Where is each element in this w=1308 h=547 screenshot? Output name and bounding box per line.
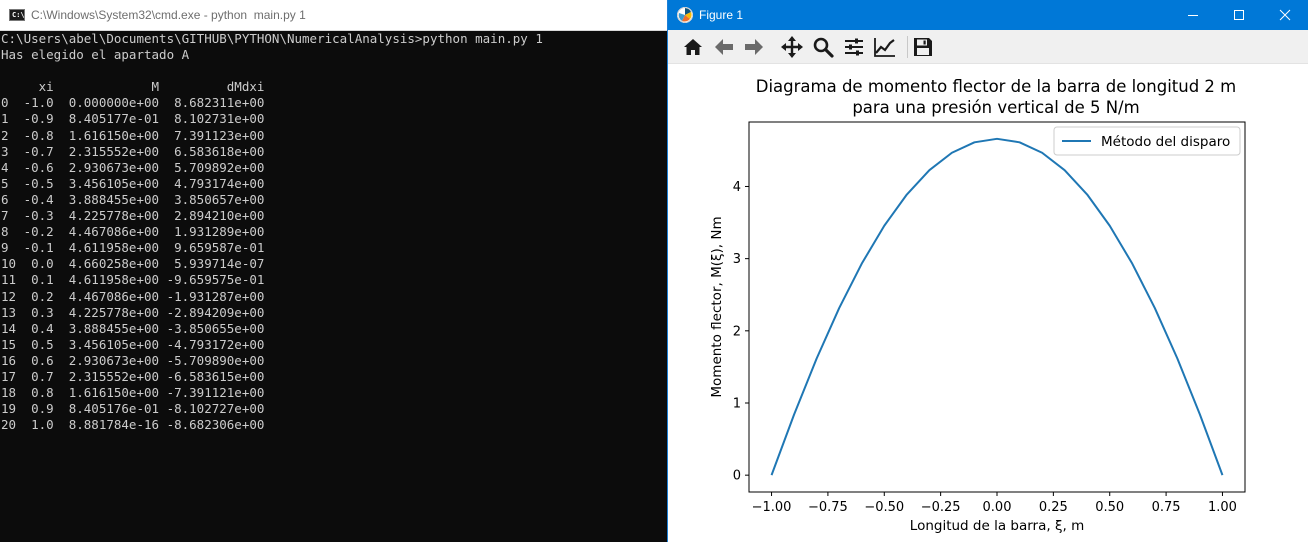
figure-title: Figure 1 [699,8,744,22]
y-tick-label: 0 [733,469,741,484]
console-table-row: 2 -0.8 1.616150e+00 7.391123e+00 [1,127,265,143]
x-tick-label: 0.25 [1039,500,1068,515]
console-line: Has elegido el apartado A [1,47,190,63]
maximize-icon [1234,10,1244,20]
cmd-window[interactable]: C:\ C:\Windows\System32\cmd.exe - python… [0,0,667,542]
forward-icon [745,39,763,55]
console-table-row: 3 -0.7 2.315552e+00 6.583618e+00 [1,143,265,159]
console-table-row: 8 -0.2 4.467086e+00 1.931289e+00 [1,224,265,240]
console-table-row: 20 1.0 8.881784e-16 -8.682306e+00 [1,417,265,433]
console-table-row: 5 -0.5 3.456105e+00 4.793174e+00 [1,175,265,191]
y-tick-label: 2 [733,324,741,339]
console-table-row: 13 0.3 4.225778e+00 -2.894209e+00 [1,304,265,320]
console-table-row: 9 -0.1 4.611958e+00 9.659587e-01 [1,240,265,256]
console-table-row: 11 0.1 4.611958e+00 -9.659575e-01 [1,272,265,288]
console-table-row: 4 -0.6 2.930673e+00 5.709892e+00 [1,159,265,175]
console-command-line: C:\Users\abel\Documents\GITHUB\PYTHON\Nu… [1,31,543,46]
legend-box [1053,126,1241,156]
x-tick-label: 0.50 [1095,500,1124,515]
configure-subplots-button[interactable] [841,34,867,60]
maximize-button[interactable] [1216,0,1262,30]
figure-titlebar[interactable]: Figure 1 [668,0,1308,30]
console-scrollbar[interactable] [661,31,667,542]
close-icon [1279,9,1291,21]
console-table-row: 19 0.9 8.405176e-01 -8.102727e+00 [1,401,265,417]
minimize-icon [1188,15,1198,16]
save-icon [914,38,932,56]
x-tick-label: −0.50 [864,500,904,515]
cmd-app-icon-text: C:\ [12,11,25,19]
console-table-row: 17 0.7 2.315552e+00 -6.583615e+00 [1,368,265,384]
cmd-titlebar[interactable]: C:\ C:\Windows\System32\cmd.exe - python… [0,0,667,31]
console-table-row: 7 -0.3 4.225778e+00 2.894210e+00 [1,208,265,224]
home-icon [684,39,702,55]
zoom-button[interactable] [810,34,836,60]
x-tick-label: −0.25 [921,500,961,515]
console-line: xi M dMdxi [1,79,265,95]
console-table-row: 16 0.6 2.930673e+00 -5.709890e+00 [1,352,265,368]
x-tick-label: −0.75 [808,500,848,515]
back-button[interactable] [711,34,737,60]
console-line [1,63,661,79]
y-tick-label: 1 [733,396,741,411]
legend: Método del disparo [1053,126,1241,156]
x-tick-label: 0.75 [1152,500,1181,515]
console-table-row: 6 -0.4 3.888455e+00 3.850657e+00 [1,191,265,207]
forward-button[interactable] [741,34,767,60]
matplotlib-logo-icon [677,7,693,23]
pan-icon [781,36,803,58]
figure-toolbar [668,30,1308,64]
x-axis-label: Longitud de la barra, ξ, m [910,518,1084,534]
cmd-window-title: C:\Windows\System32\cmd.exe - python mai… [31,8,306,22]
console-table-row: 14 0.4 3.888455e+00 -3.850655e+00 [1,320,265,336]
minimize-button[interactable] [1170,0,1216,30]
zoom-icon [813,37,834,58]
cmd-app-icon: C:\ [9,9,25,21]
home-button[interactable] [680,34,706,60]
chart-title: Diagrama de momento flector de la barra … [756,77,1237,117]
console-table-row: 18 0.8 1.616150e+00 -7.391121e+00 [1,385,265,401]
plot-area[interactable]: Diagrama de momento flector de la barra … [668,64,1308,542]
back-icon [715,39,733,55]
x-tick-label: 0.00 [983,500,1012,515]
chart-title-line-2: para una presión vertical de 5 N/m [852,98,1139,117]
save-button[interactable] [910,34,936,60]
close-button[interactable] [1262,0,1308,30]
figure-window[interactable]: Figure 1 [667,0,1308,542]
console-table-row: 1 -0.9 8.405177e-01 8.102731e+00 [1,111,265,127]
console-output[interactable]: C:\Users\abel\Documents\GITHUB\PYTHON\Nu… [1,31,661,542]
pan-button[interactable] [779,34,805,60]
y-tick-label: 3 [733,252,741,267]
series-group [770,137,1224,476]
series-line [770,137,1224,476]
chart-canvas[interactable]: Diagrama de momento flector de la barra … [668,64,1308,542]
y-axis-label: Momento flector, M(ξ), Nm [709,216,725,397]
configure-subplots-icon [845,38,863,56]
edit-axis-icon [874,38,895,57]
console-table-row: 10 0.0 4.660258e+00 5.939714e-07 [1,256,265,272]
axis-ticks: −1.00 −0.75 −0.50 −0.25 0.00 0.25 0.50 0.75 1.00… [733,180,1237,515]
chart-title-line-1: Diagrama de momento flector de la barra … [756,77,1237,96]
y-tick-label: 4 [733,180,741,195]
legend-label: Método del disparo [1101,134,1230,150]
x-tick-label: −1.00 [752,500,792,515]
console-table-row: 0 -1.0 0.000000e+00 8.682311e+00 [1,95,265,111]
axes-frame [748,121,1246,493]
x-tick-label: 1.00 [1208,500,1237,515]
toolbar-separator [907,36,908,58]
edit-axis-button[interactable] [872,34,898,60]
console-table-row: 12 0.2 4.467086e+00 -1.931287e+00 [1,288,265,304]
console-table-row: 15 0.5 3.456105e+00 -4.793172e+00 [1,336,265,352]
